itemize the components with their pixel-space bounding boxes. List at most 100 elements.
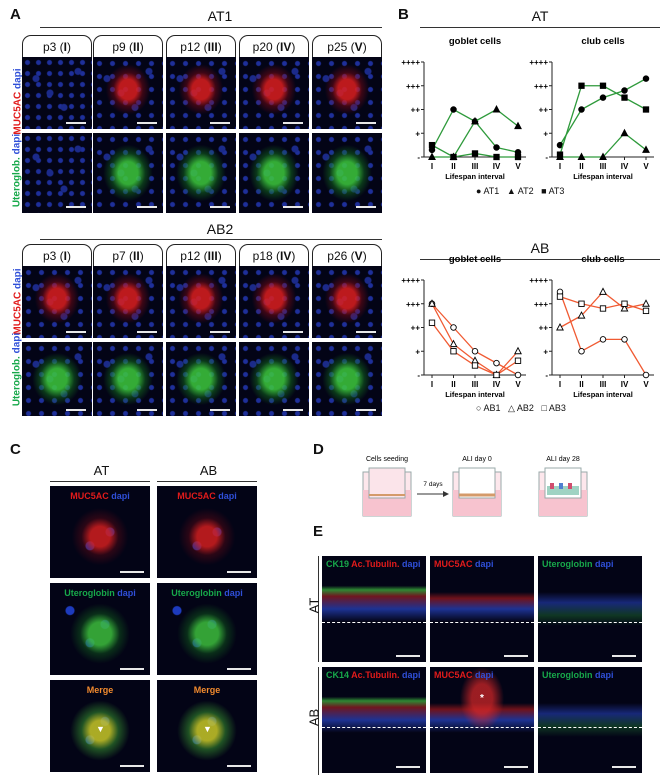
passage-label: p20 [252,39,273,54]
micrograph-image: Merge ▼ [157,680,257,772]
scale-bar [612,655,636,657]
arrowhead-icon: ▼ [203,724,212,734]
tissue-section-image: MUC5AC dapi [430,556,534,662]
scale-bar [396,655,420,657]
panel-b-ab-title: AB [530,240,550,256]
panel-a-top-title: AT1 [207,8,233,24]
data-point [450,106,457,113]
y-tick-label: - [545,153,548,162]
x-axis-label: Lifespan interval [445,390,505,399]
panel-a-letter: A [10,6,21,23]
legend-entry: AB2 [516,403,534,413]
scale-bar [396,766,420,768]
data-point [642,106,650,113]
data-point [578,106,585,113]
micrograph-image [93,342,163,416]
x-tick-label: I [431,380,433,389]
micrograph-image [312,57,382,129]
micrograph-image [166,57,236,129]
scale-bar [356,331,376,333]
channel-label: MUC5AC dapi [434,559,494,569]
scale-bar [356,409,376,411]
legend-entry: AT3 [548,186,565,196]
legend-marker-circle: ● [476,186,482,196]
micrograph-image: MUC5AC dapi [50,486,150,578]
tissue-section-image: Uteroglobin dapi [538,667,642,773]
legend-entry: AT2 [517,186,534,196]
channel-label: Uteroglobin dapi [542,670,614,680]
data-point [642,307,650,315]
data-point [450,324,457,331]
interval-label: I [63,39,68,54]
panel-c-col-at: AT [93,463,110,478]
passage-label: p7 [112,248,126,263]
x-tick-label: V [515,380,521,389]
micrograph-image [239,57,309,129]
passage-label: p26 [327,248,348,263]
interval-label: II [133,248,140,263]
y-tick-label: ++ [539,106,549,115]
basement-membrane-line [322,727,426,728]
channel-label: CK14 Ac.Tubulin. dapi [326,670,421,680]
tissue-section-image: CK19 Ac.Tubulin. dapi [322,556,426,662]
scale-bar [283,122,303,124]
passage-tab: p12 (III) [166,244,236,266]
interval-label: IV [280,248,292,263]
divider [157,481,257,482]
row-label-ab: AB [306,708,322,727]
data-point [556,151,564,158]
scale-bar [356,206,376,208]
scale-bar [227,571,251,573]
y-tick-label: ++++ [529,58,548,67]
interval-label: III [207,248,218,263]
culture-well-icon [538,467,588,517]
data-point [642,299,650,307]
data-point [428,299,436,307]
data-point [599,336,607,343]
data-point [556,323,564,331]
x-tick-label: II [579,162,583,171]
scale-bar [120,571,144,573]
legend-marker-square: □ [541,403,547,413]
micrograph-image: MUC5AC dapi [157,486,257,578]
micrograph-image: Uteroglobin dapi [50,583,150,675]
y-tick-label: + [415,347,420,356]
y-tick-label: - [545,371,548,380]
scale-bar [210,122,230,124]
y-tick-label: ++ [539,324,549,333]
interval-label: V [354,248,363,263]
data-point [621,336,628,343]
data-point [599,82,607,89]
panel-c-col-ab: AB [199,463,218,478]
data-point [471,348,479,355]
data-point [493,371,500,379]
data-point [514,153,522,161]
y-tick-label: ++++ [529,276,548,285]
passage-tab: p25 (V) [312,35,382,57]
basement-membrane-line [538,622,642,623]
data-point [450,153,457,161]
data-point [577,152,586,160]
chart-title: goblet cells [449,36,501,47]
basement-membrane-line [538,727,642,728]
y-tick-label: - [417,371,420,380]
x-tick-label: III [600,380,607,389]
passage-label: p9 [112,39,126,54]
channel-label: MUC5AC dapi [434,670,494,680]
culture-well-icon [362,467,412,517]
data-point [493,144,500,151]
micrograph-image [239,133,309,213]
x-tick-label: I [559,162,561,171]
x-tick-label: II [451,162,455,171]
data-point [514,357,522,364]
scale-bar [283,206,303,208]
data-point [428,141,436,149]
step-label: Cells seeding [366,456,408,463]
micrograph-image [22,266,92,338]
y-tick-label: ++++ [401,276,420,285]
divider [420,27,660,28]
x-tick-label: IV [493,162,501,171]
legend-marker-triangle: ▲ [506,186,516,196]
scale-bar [356,122,376,124]
channel-label: MUC5AC dapi [70,491,130,501]
